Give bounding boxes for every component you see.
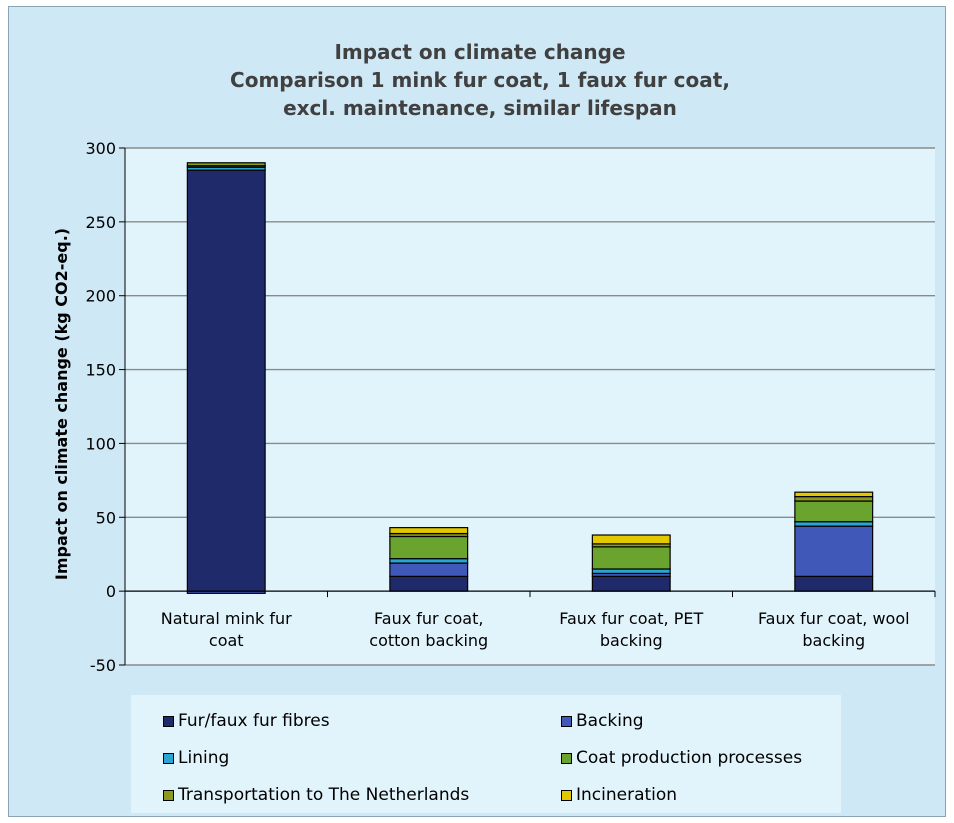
legend-label: Transportation to The Netherlands: [178, 785, 470, 805]
y-tick-label: 200: [85, 287, 116, 306]
legend-item: Backing: [561, 711, 644, 731]
legend-swatch: [163, 752, 174, 764]
x-category-label-line: cotton backing: [369, 631, 488, 650]
y-tick-label: -50: [90, 656, 116, 675]
x-category-label: Faux fur coat, wool backing: [758, 609, 910, 650]
y-tick-label: 250: [85, 213, 116, 232]
y-tick-label: 0: [106, 582, 116, 601]
chart: Impact on climate change Comparison 1 mi…: [52, 40, 936, 675]
y-axis: -50 0 50 100 150 200 250 300: [85, 139, 126, 675]
chart-title: Impact on climate change Comparison 1 mi…: [230, 40, 730, 120]
bar-segment: [186, 162, 266, 167]
legend-label: Fur/faux fur fibres: [178, 711, 330, 731]
bar-segment: [591, 534, 671, 545]
bar-segment: [794, 525, 874, 577]
bar-segment: [794, 575, 874, 592]
y-tick-label: 100: [85, 434, 116, 453]
x-category-label-line: Faux fur coat, wool: [758, 609, 910, 628]
legend-label: Backing: [576, 711, 644, 731]
x-category-label-line: Faux fur coat,: [374, 609, 483, 628]
legend-label: Lining: [178, 748, 230, 768]
x-category-label: Faux fur coat, PET backing: [559, 609, 703, 650]
legend-swatch: [561, 789, 572, 801]
x-category-label-line: Natural mink fur: [161, 609, 292, 628]
bar-segment: [794, 500, 874, 523]
legend-swatch: [163, 789, 174, 801]
x-category-label-line: coat: [209, 631, 244, 650]
legend-item: Coat production processes: [561, 748, 802, 768]
bar-segment: [389, 535, 469, 560]
legend-item: Incineration: [561, 785, 677, 805]
x-category-label-line: Faux fur coat, PET: [559, 609, 703, 628]
legend-swatch: [561, 752, 572, 764]
x-category-label: Natural mink fur coat: [161, 609, 292, 650]
legend-swatch: [163, 715, 174, 727]
bar-segment: [591, 568, 671, 575]
legend: Fur/faux fur fibres Backing Lining Coat pro…: [131, 695, 841, 813]
bar-segment: [794, 496, 874, 502]
bar-segment: [794, 491, 874, 498]
y-tick-label: 150: [85, 361, 116, 380]
chart-title-line-2: Comparison 1 mink fur coat, 1 faux fur c…: [230, 68, 730, 92]
x-category-label-line: backing: [600, 631, 663, 650]
bar-segment: [389, 527, 469, 535]
legend-item: Fur/faux fur fibres: [163, 711, 330, 731]
bar-segment: [591, 546, 671, 570]
bar-segment: [794, 521, 874, 527]
bar-segment: [186, 169, 266, 592]
y-tick-label: 300: [85, 139, 116, 158]
legend-label: Coat production processes: [576, 748, 803, 768]
x-category-label: Faux fur coat, cotton backing: [369, 609, 488, 650]
chart-title-line-1: Impact on climate change: [334, 40, 625, 64]
bar-segment: [389, 562, 469, 577]
bar-segment: [389, 575, 469, 592]
x-axis: Natural mink fur coat Faux fur coat, cotton…: [124, 590, 936, 650]
chart-title-line-3: excl. maintenance, similar lifespan: [283, 96, 677, 120]
chart-frame: Impact on climate change Comparison 1 mi…: [8, 6, 946, 817]
y-tick-label: 50: [96, 508, 116, 527]
bar-segment: [389, 558, 469, 564]
bar-segment: [591, 575, 671, 592]
legend-item: Lining: [163, 748, 229, 768]
y-axis-label: Impact on climate change (kg CO2-eq.): [52, 228, 71, 580]
bars: [186, 162, 874, 594]
x-category-label-line: backing: [802, 631, 865, 650]
legend-label: Incineration: [576, 785, 678, 805]
legend-swatch: [561, 715, 572, 727]
legend-item: Transportation to The Netherlands: [163, 785, 469, 805]
